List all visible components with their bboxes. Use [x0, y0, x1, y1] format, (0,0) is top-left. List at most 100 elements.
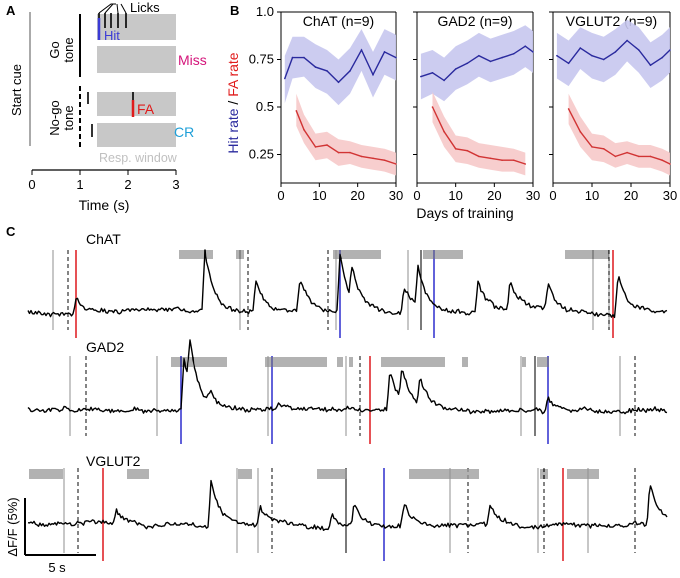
- ylabel-fa: FA rate: [225, 52, 241, 97]
- fa-rate-line: [295, 110, 397, 165]
- fa-rate-point: [431, 106, 434, 108]
- hit-rate-point: [626, 39, 628, 42]
- x-tick-label: 20: [487, 188, 501, 203]
- fa-rate-point: [326, 144, 328, 146]
- scale-bar-y-label: ΔF/F (5%): [5, 497, 20, 556]
- panel-label-c: C: [6, 224, 16, 239]
- fa-rate-band: [568, 93, 670, 176]
- x-tick-label: 10: [448, 188, 462, 203]
- chart-title: GAD2 (n=9): [437, 13, 512, 29]
- panel-a: A Start cue Go tone No-go tone Licks: [6, 0, 207, 213]
- fa-rate-point: [489, 157, 492, 160]
- a-x-axis-title: Time (s): [79, 197, 130, 213]
- fa-rate-point: [454, 148, 457, 150]
- fa-rate-point: [567, 108, 570, 110]
- hit-rate-point: [602, 58, 605, 61]
- y-tick-label: 0.25: [249, 147, 274, 162]
- fa-rate-point: [478, 155, 480, 158]
- a-x-tick-label: 0: [28, 177, 35, 192]
- a-x-tick-label: 2: [124, 177, 131, 192]
- hit-rate-point: [314, 66, 317, 68]
- licks-label: Licks: [130, 0, 160, 15]
- chart-1: GAD2 (n=9) 0 10 20 30: [413, 11, 540, 203]
- dff-traces: [27, 249, 668, 561]
- chart-title: VGLUT2 (n=9): [566, 13, 657, 29]
- fa-rate-line: [567, 108, 671, 165]
- trace-label-gad2: GAD2: [86, 339, 124, 355]
- hit-rate-point: [454, 68, 457, 70]
- nogo-tone-label-2: tone: [61, 105, 76, 130]
- fa-rate-point: [295, 110, 298, 112]
- hit-rate-point: [669, 49, 671, 51]
- ylabel-hit: Hit rate: [225, 108, 241, 153]
- hit-rate-band: [284, 29, 396, 106]
- hit-rate-point: [567, 62, 570, 65]
- hit-rate-point: [649, 64, 652, 66]
- trace-vglut2: [27, 468, 668, 561]
- scale-bar-x-label: 5 s: [48, 560, 66, 575]
- x-tick-label: 0: [413, 188, 420, 203]
- hit-rate-point: [360, 49, 363, 51]
- panel-c: C ChAT GAD2 VGLUT2 ΔF/F (5%) 5 s: [5, 224, 668, 575]
- hit-rate-point: [291, 56, 294, 59]
- hit-rate-point: [372, 73, 374, 76]
- resp-window-label: Resp. window: [99, 151, 178, 165]
- fa-rate-point: [443, 130, 445, 133]
- hit-fa-charts: ChAT (n=9) 0 10 20 30 0.25 0.5 0.75 1.0 GAD2 (n=9…: [249, 4, 678, 203]
- fa-rate-point: [638, 155, 640, 158]
- fa-rate-point: [314, 146, 317, 148]
- fa-rate-point: [372, 157, 374, 160]
- fa-rate-point: [512, 159, 515, 161]
- x-tick-label: 0: [277, 188, 284, 203]
- hit-rate-point: [383, 51, 386, 53]
- trace-label-chat: ChAT: [86, 231, 121, 247]
- b-x-axis-title: Days of training: [416, 205, 513, 221]
- hit-rate-point: [501, 56, 503, 59]
- x-tick-label: 20: [350, 188, 364, 203]
- chart-2: VGLUT2 (n=9) 0 10 20 30: [549, 11, 677, 203]
- y-tick-label: 0.5: [256, 99, 274, 114]
- ylabel-sep: /: [225, 97, 241, 109]
- hit-rate-point: [614, 51, 617, 53]
- trace-gad2: [27, 339, 668, 444]
- fa-rate-point: [669, 163, 671, 165]
- resp-window-fa: [97, 92, 176, 116]
- resp-window-hit: [97, 14, 176, 40]
- fa-rate-point: [626, 151, 628, 154]
- fa-rate-point: [602, 148, 605, 150]
- hit-rate-point: [579, 47, 582, 49]
- hit-rate-point: [489, 60, 492, 63]
- hit-rate-point: [337, 81, 340, 84]
- trace-label-vglut2: VGLUT2: [86, 453, 141, 469]
- x-tick-label: 30: [526, 188, 540, 203]
- fa-rate-point: [579, 130, 582, 133]
- start-cue-label: Start cue: [9, 64, 24, 116]
- hit-rate-point: [349, 70, 351, 72]
- fa-rate-point: [337, 151, 340, 154]
- fa-rate-point: [349, 151, 351, 154]
- licks-pointer-2: [104, 3, 114, 14]
- x-tick-label: 30: [663, 188, 677, 203]
- x-tick-label: 20: [624, 188, 638, 203]
- b-y-axis-title: Hit rate / FA rate: [225, 52, 241, 153]
- a-x-tick-label: 1: [76, 177, 83, 192]
- y-tick-label: 1.0: [256, 4, 274, 19]
- hit-rate-point: [431, 72, 434, 74]
- y-tick-label: 0.75: [249, 52, 274, 67]
- fa-rate-point: [395, 163, 397, 165]
- go-tone-label-2: tone: [61, 37, 76, 62]
- hit-rate-point: [532, 51, 534, 53]
- hit-rate-point: [284, 77, 286, 80]
- hit-rate-point: [395, 56, 397, 59]
- chart-0: ChAT (n=9) 0 10 20 30 0.25 0.5 0.75 1.0: [249, 4, 404, 203]
- fa-rate-point: [524, 163, 527, 165]
- hit-rate-point: [326, 70, 328, 72]
- fa-rate-point: [591, 146, 593, 148]
- licks-pointer-4: [120, 3, 127, 14]
- lick-marks: [87, 13, 127, 137]
- panel-label-b: B: [230, 3, 239, 18]
- fa-rate-point: [466, 149, 469, 152]
- x-tick-label: 0: [549, 188, 556, 203]
- cr-label: CR: [174, 124, 194, 140]
